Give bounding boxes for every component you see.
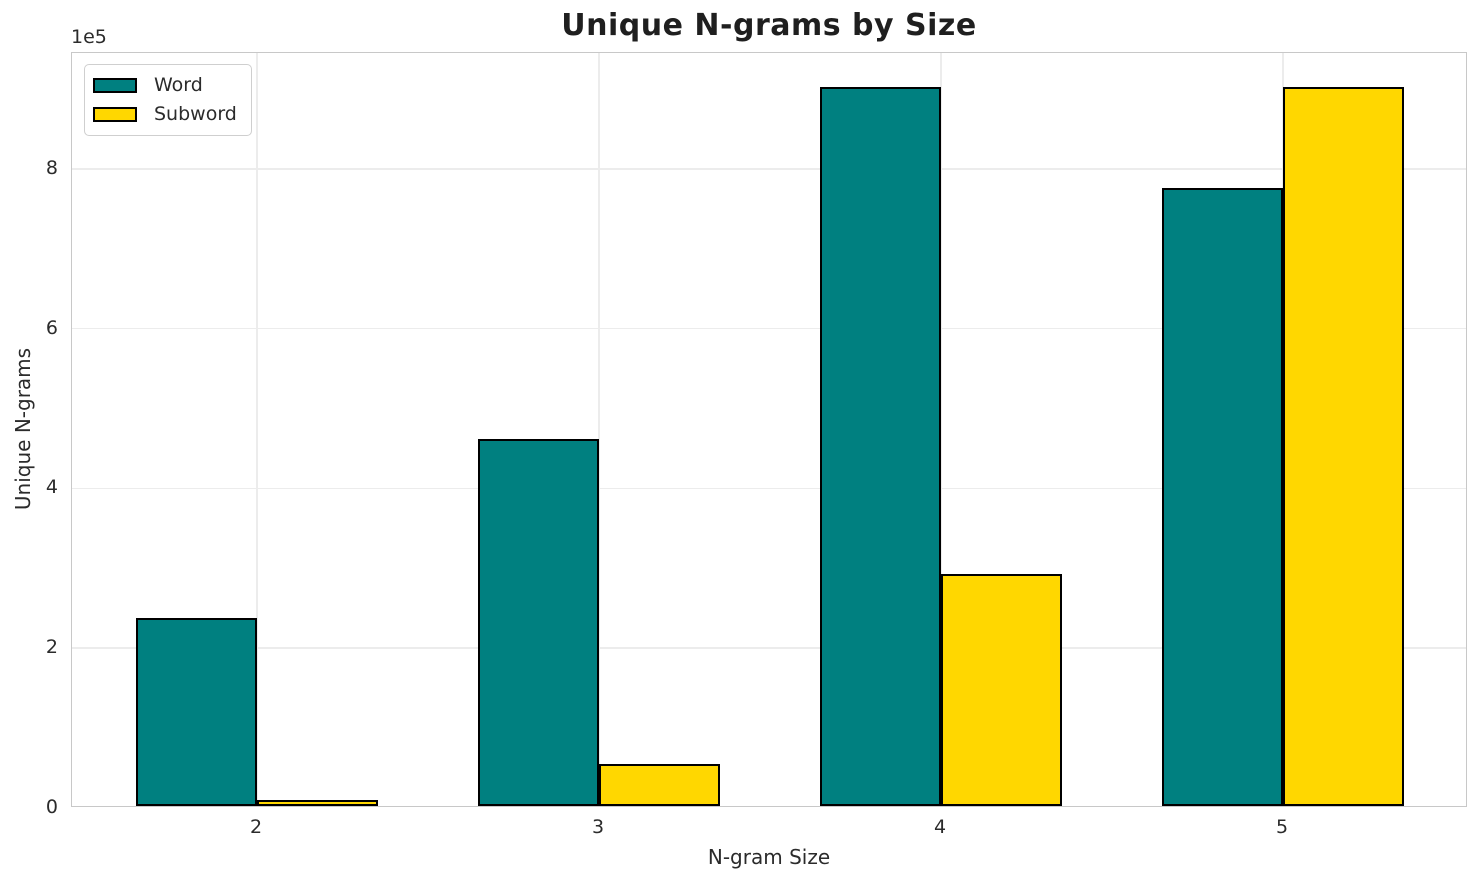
x-tick-label: 2 <box>249 816 263 838</box>
y-tick-label: 2 <box>45 636 58 659</box>
gridline-horizontal <box>72 487 1466 490</box>
legend-label-word: Word <box>154 74 203 96</box>
legend: Word Subword <box>84 64 252 136</box>
bar-subword-ngram-4 <box>941 574 1062 806</box>
x-tick-label: 4 <box>933 816 947 838</box>
gridline-vertical <box>598 53 600 806</box>
legend-swatch-subword-icon <box>93 106 137 122</box>
bar-word-ngram-3 <box>478 438 599 806</box>
bar-subword-ngram-3 <box>599 764 720 806</box>
y-tick-label: 6 <box>45 316 58 339</box>
chart-title: Unique N-grams by Size <box>561 8 977 43</box>
bar-word-ngram-2 <box>136 618 257 806</box>
x-tick-label: 5 <box>1275 816 1289 838</box>
gridline-horizontal <box>72 168 1466 170</box>
bar-subword-ngram-5 <box>1283 86 1404 806</box>
gridline-vertical <box>940 53 942 806</box>
legend-label-subword: Subword <box>154 102 237 125</box>
x-axis-label: N-gram Size <box>707 845 831 869</box>
gridline-vertical <box>256 53 258 806</box>
x-tick-label: 3 <box>591 816 605 838</box>
bar-word-ngram-5 <box>1162 188 1283 806</box>
y-tick-label: 0 <box>45 796 58 818</box>
y-tick-label: 8 <box>45 156 58 179</box>
y-axis-offset-label: 1e5 <box>71 26 107 48</box>
y-tick-label: 4 <box>45 476 58 499</box>
gridline-horizontal <box>72 647 1466 649</box>
bar-subword-ngram-2 <box>257 800 378 806</box>
legend-swatch-word-icon <box>93 77 137 93</box>
plot-area: Word Subword <box>71 52 1467 807</box>
legend-row-subword: Subword <box>93 102 237 125</box>
legend-row-word: Word <box>93 75 237 96</box>
bar-word-ngram-4 <box>820 86 941 806</box>
gridline-horizontal <box>72 327 1466 330</box>
